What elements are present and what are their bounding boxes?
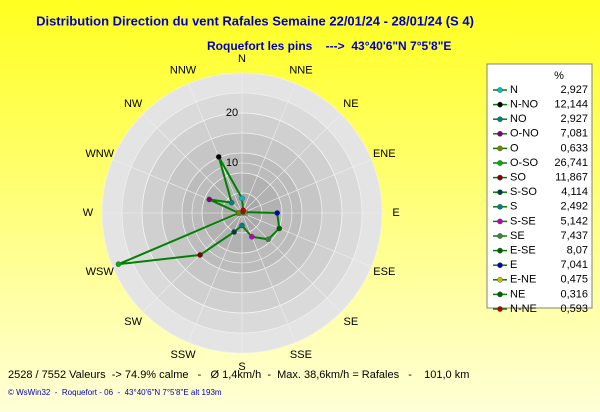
wind-point <box>228 199 235 206</box>
legend-label: SE <box>510 230 525 242</box>
spoke <box>241 212 372 267</box>
wind-point <box>239 222 245 229</box>
legend-label: E <box>510 259 517 271</box>
legend-label: O-SO <box>510 157 539 169</box>
angular-label: W <box>83 207 94 219</box>
legend-value: 2,927 <box>560 113 588 125</box>
legend-value: 2,492 <box>560 201 588 213</box>
r-tick-label: 20 <box>226 107 238 119</box>
legend-marker <box>497 262 503 269</box>
legend-label: E-SE <box>510 245 536 257</box>
legend-value: 26,741 <box>554 157 588 169</box>
spoke <box>241 212 342 313</box>
angular-label: SW <box>124 316 142 328</box>
legend-label: N-NO <box>510 99 539 111</box>
legend-value: 5,142 <box>560 215 588 227</box>
legend-label: N <box>510 84 518 96</box>
angular-label: NNE <box>289 65 312 77</box>
legend-marker <box>497 247 503 254</box>
legend-marker <box>497 101 503 108</box>
angular-label: NE <box>343 98 358 110</box>
wind-point <box>276 225 283 232</box>
legend-value: 0,593 <box>560 303 588 315</box>
footer-credit: © WsWin32 - Roquefort - 06 - 43°40'6"N 7… <box>8 388 222 397</box>
legend-value: 4,114 <box>561 186 588 198</box>
wind-point <box>265 236 272 243</box>
legend-marker <box>497 130 503 137</box>
angular-label: E <box>392 207 399 219</box>
wind-point <box>274 210 281 216</box>
angular-label: SSW <box>171 349 197 361</box>
wind-point <box>115 261 122 267</box>
legend-value: 0,633 <box>560 142 588 154</box>
legend-marker <box>497 306 503 312</box>
legend-value: 0,475 <box>560 274 588 286</box>
angular-label: SSE <box>290 349 312 361</box>
angular-label: ENE <box>373 148 396 160</box>
angular-label: ESE <box>373 266 395 278</box>
legend-label: S-SE <box>510 215 536 227</box>
legend-value: 0,316 <box>560 288 588 300</box>
legend-value: 7,437 <box>560 230 588 242</box>
angular-label: NNW <box>170 65 197 77</box>
legend-label: NO <box>510 113 527 125</box>
legend-label: E-NE <box>510 274 536 286</box>
legend-marker <box>497 145 503 152</box>
legend-label: N-NE <box>510 303 537 315</box>
angular-label: S <box>238 361 245 373</box>
legend-marker <box>497 203 503 210</box>
legend-value: 11,867 <box>555 172 588 184</box>
angular-label: WNW <box>85 148 114 160</box>
spoke <box>142 212 243 313</box>
legend-value: 8,07 <box>567 245 588 257</box>
legend-marker <box>497 233 503 239</box>
legend-marker <box>497 218 503 225</box>
legend-marker <box>497 276 503 283</box>
legend-label: NE <box>510 288 525 300</box>
spoke <box>142 113 243 214</box>
legend-label: O <box>510 142 519 154</box>
legend-marker <box>497 189 503 195</box>
r-grid-circle <box>191 162 293 264</box>
legend-marker <box>497 87 503 93</box>
wind-point <box>249 233 255 240</box>
chart-subtitle: Roquefort les pins ---> 43°40'6"N 7°5'8"… <box>207 39 451 53</box>
angular-label: N <box>238 53 246 65</box>
legend-label: S-SO <box>510 186 537 198</box>
legend-header: % <box>554 70 564 82</box>
legend-label: S <box>510 201 517 213</box>
legend-value: 7,041 <box>560 259 588 271</box>
spoke <box>188 83 243 214</box>
spoke <box>241 159 372 214</box>
angular-label: SE <box>344 316 359 328</box>
legend-marker <box>497 116 503 122</box>
angular-label: WSW <box>86 266 115 278</box>
wind-point <box>239 195 245 202</box>
wind-point <box>215 154 222 160</box>
spoke <box>241 113 342 214</box>
chart-title: Distribution Direction du vent Rafales S… <box>36 13 474 28</box>
legend-value: 7,081 <box>560 128 588 140</box>
angular-label: NW <box>124 98 143 110</box>
legend-marker <box>497 291 503 298</box>
legend-value: 2,927 <box>560 84 588 96</box>
r-tick-label: 10 <box>226 157 238 169</box>
legend-label: SO <box>510 172 526 184</box>
wind-point <box>240 207 246 214</box>
wind-point <box>231 229 237 235</box>
wind-point <box>197 252 203 258</box>
legend-marker <box>497 174 503 181</box>
legend-value: 12,144 <box>554 99 588 111</box>
r-grid-circle <box>141 112 343 314</box>
legend-marker <box>497 160 503 166</box>
wind-point <box>206 196 213 203</box>
footer-stats: 2528 / 7552 Valeurs -> 74.9% calme - Ø 1… <box>8 369 469 381</box>
spoke <box>241 83 296 214</box>
legend-label: O-NO <box>510 128 539 140</box>
